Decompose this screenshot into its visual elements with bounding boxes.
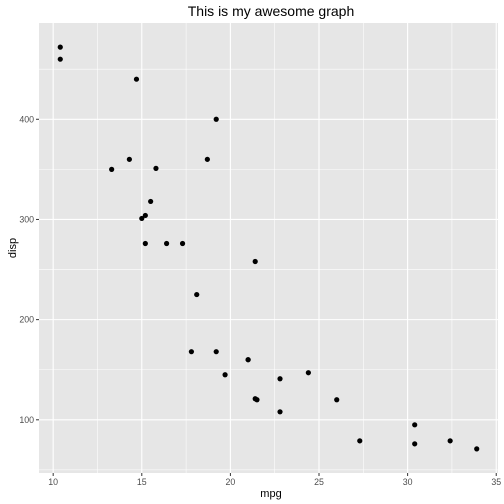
data-point — [153, 165, 159, 171]
data-point — [213, 349, 219, 355]
chart-title: This is my awesome graph — [188, 3, 355, 19]
data-point — [277, 409, 283, 415]
data-point — [57, 44, 63, 50]
data-point — [194, 291, 200, 298]
grid-lines — [39, 23, 498, 473]
y-tick-label: 100 — [19, 415, 34, 425]
data-point — [252, 258, 258, 265]
data-point — [412, 441, 418, 447]
y-tick-label: 400 — [19, 114, 34, 124]
data-point — [188, 349, 195, 355]
data-point — [57, 56, 63, 62]
data-point — [109, 166, 115, 172]
data-points — [57, 44, 480, 452]
y-axis: 100 200 300 400 — [19, 114, 39, 425]
data-point — [126, 156, 132, 162]
data-point — [204, 156, 210, 162]
x-axis: 10 15 20 25 30 35 — [48, 473, 501, 487]
data-point — [334, 397, 340, 403]
x-tick-label: 20 — [225, 477, 235, 487]
data-point — [222, 372, 228, 378]
y-tick-label: 300 — [19, 214, 34, 224]
data-point — [474, 446, 480, 452]
data-point — [139, 215, 145, 222]
data-point — [447, 438, 453, 444]
data-point — [213, 116, 219, 122]
x-tick-label: 15 — [137, 477, 147, 487]
data-point — [357, 438, 363, 444]
data-point — [179, 240, 186, 247]
x-axis-title: mpg — [260, 488, 281, 500]
data-point — [305, 370, 311, 376]
x-tick-label: 25 — [314, 477, 324, 487]
panel-background — [39, 23, 498, 473]
plot-panel — [39, 23, 498, 473]
x-tick-label: 10 — [48, 477, 58, 487]
data-point — [142, 212, 148, 219]
y-tick-label: 200 — [19, 315, 34, 325]
x-tick-label: 30 — [403, 477, 413, 487]
data-point — [412, 422, 418, 428]
data-point — [254, 397, 260, 403]
data-point — [277, 376, 283, 382]
data-point — [142, 240, 148, 247]
data-point — [245, 357, 251, 363]
y-axis-title: disp — [7, 238, 19, 258]
data-point — [163, 240, 170, 247]
data-point — [148, 198, 154, 205]
data-point — [133, 76, 140, 82]
x-tick-label: 35 — [491, 477, 501, 487]
